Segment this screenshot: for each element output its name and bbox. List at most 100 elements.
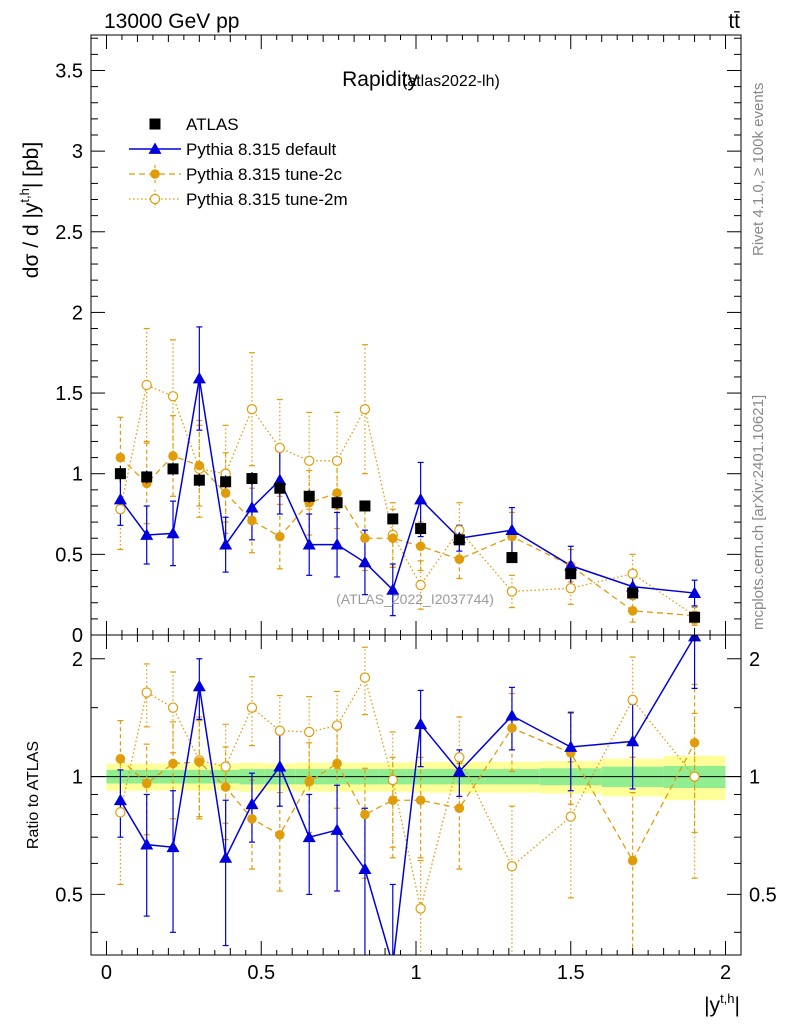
tune-2c-ratio-point (689, 737, 700, 748)
default-point (505, 523, 519, 536)
default-point (358, 555, 372, 568)
default-line (119, 378, 695, 594)
tune-2m-point (565, 583, 576, 594)
default-point (192, 372, 206, 384)
tune-2c-ratio-point (168, 758, 178, 769)
ratio-x-tick-label: 0 (101, 962, 112, 984)
tune-2m-ratio-point (220, 761, 231, 772)
main-y-tick-label: 0.5 (55, 544, 83, 566)
tune-2m-ratio-point (565, 811, 576, 822)
ratio-y-tick-label-right: 0.5 (749, 884, 777, 906)
tune-2c-point (627, 606, 638, 616)
tune-2m-point (246, 403, 258, 415)
legend-atlas-label: ATLAS (186, 115, 239, 134)
default-point (140, 528, 154, 540)
tune-2m-point (359, 403, 371, 415)
legend-default-marker (148, 142, 162, 154)
ratio-axis-label: Ratio to ATLAS (25, 741, 42, 849)
ratio-x-tick-label: 1.5 (557, 962, 585, 984)
chart-title: Rapidity (342, 68, 418, 91)
tune-2m-ratio-point (115, 807, 126, 818)
tune-2m-point (331, 455, 343, 467)
tune-2c-ratio-point (247, 813, 257, 824)
ratio-y-tick-label: 2 (72, 649, 83, 671)
tune-2m-ratio-point (274, 725, 286, 736)
tune-2m-ratio-point (387, 774, 398, 786)
tune-2c-point (115, 452, 126, 463)
default-point (302, 538, 316, 550)
tune-2c-ratio-point (194, 757, 205, 767)
tune-2c-ratio-point (332, 758, 342, 769)
tune-2c-point (387, 533, 398, 544)
default-point (166, 526, 180, 539)
y-axis-label-sup: t,h (17, 188, 32, 202)
ratio-x-tick-label: 2 (720, 962, 731, 984)
legend: ATLAS Pythia 8.315 default Pythia 8.315 tu… (129, 115, 348, 209)
mcplots-label: mcplots.cern.ch [arXiv:2401.10621] (750, 395, 767, 630)
default-ratio-point (505, 709, 519, 721)
ratio-y-tick-label-right: 2 (749, 649, 760, 671)
y-axis-label-main: dσ / d |y (20, 202, 43, 278)
tune-2m-point (506, 586, 518, 597)
default-ratio-point (302, 830, 316, 843)
default-point (564, 559, 578, 571)
default-ratio-point (358, 862, 372, 875)
default-ratio-point (626, 734, 640, 747)
ratio-y-tick-label: 1 (72, 767, 83, 789)
ratio-x-tick-label: 0.5 (247, 962, 275, 984)
x-axis-label-main: |y (704, 994, 720, 1017)
legend-tune-2c-marker (150, 169, 160, 179)
default-point (219, 538, 233, 550)
default-ratio-point (452, 765, 466, 777)
tune-2c-point (220, 488, 231, 498)
ratio-plot-content (91, 635, 741, 970)
tune-2c-ratio-point (115, 754, 126, 764)
tune-2c-ratio-point (304, 776, 315, 787)
process-label: tt̄ (728, 10, 740, 33)
tune-2m-point (415, 579, 426, 591)
tune-2c-point (168, 451, 178, 461)
default-point (273, 473, 287, 486)
main-plot-content (113, 326, 702, 626)
energy-label: 13000 GeV pp (104, 10, 239, 33)
tune-2m-point (627, 568, 638, 579)
ratio-x-ticks: 0 0.5 1 1.5 2 (101, 635, 731, 984)
default-point (245, 501, 259, 513)
default-ratio-point (140, 838, 154, 850)
legend-default-label: Pythia 8.315 default (186, 140, 337, 159)
tune-2m-ratio-point (689, 771, 700, 782)
tune-2m-ratio-point (331, 720, 343, 731)
default-ratio-point (166, 840, 180, 853)
legend-tune-2m-label: Pythia 8.315 tune-2m (186, 190, 348, 209)
tune-2c-ratio-point (360, 809, 370, 820)
default-point (414, 493, 428, 505)
default-ratio-point (273, 760, 287, 772)
tune-2c-ratio-point (220, 782, 231, 792)
main-y-tick-label: 1 (72, 464, 83, 486)
legend-tune-2m-marker (149, 193, 161, 205)
tune-2c-ratio-point (627, 855, 638, 866)
y-axis-label: dσ / d |yt,h| [pb] (17, 142, 43, 278)
tune-2c-point (247, 515, 257, 526)
tune-2c-ratio-point (454, 803, 465, 814)
tune-2m-point (115, 503, 126, 515)
default-ratio-point (386, 959, 399, 970)
tune-2c-point (454, 554, 465, 564)
tune-2c-ratio-point (415, 795, 426, 806)
tune-2m-point (167, 391, 179, 402)
default-point (330, 538, 344, 550)
tune-2c-ratio-point (507, 723, 517, 733)
tune-2m-ratio-point (415, 903, 426, 914)
tune-2m-ratio-point (359, 672, 371, 683)
main-panel: 0 0.5 1 1.5 2 2.5 3 3.5 (55, 34, 742, 647)
default-ratio-point (564, 740, 578, 752)
analysis-watermark: (ATLAS_2022_I2037744) (336, 591, 494, 607)
legend-atlas-marker (149, 118, 161, 130)
x-axis-label-close: | (735, 994, 740, 1017)
tune-2m-point (304, 455, 315, 467)
main-y-ticks: 0 0.5 1 1.5 2 2.5 3 3.5 (55, 37, 741, 647)
tune-2c-ratio-point (275, 829, 285, 840)
tune-2m-ratio-point (246, 702, 258, 713)
default-ratio-point (113, 793, 127, 806)
